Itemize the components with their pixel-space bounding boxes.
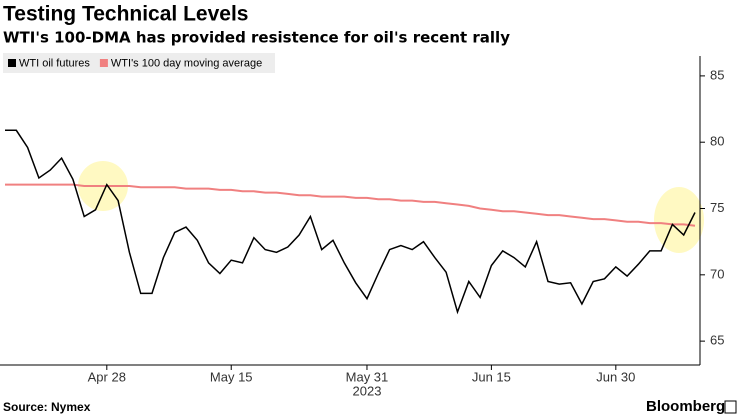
series-line [5, 183, 696, 227]
x-tick-label: Jun 30 [596, 369, 635, 384]
y-tick-label: 80 [710, 134, 724, 149]
brand-icon [724, 400, 737, 414]
series-line [5, 129, 696, 315]
chart-title: Testing Technical Levels [3, 3, 248, 26]
legend-label: WTI oil futures [19, 57, 90, 69]
x-year-label: 2023 [353, 383, 382, 398]
chart-subtitle: WTI's 100-DMA has provided resistence fo… [3, 29, 510, 47]
x-tick-label: May 15 [210, 369, 253, 384]
y-tick-label: 75 [710, 200, 724, 215]
x-tick-label: Apr 28 [88, 369, 126, 384]
x-tick-label: Jun 15 [472, 369, 511, 384]
legend-label: WTI's 100 day moving average [111, 57, 262, 69]
y-tick-label: 85 [710, 67, 724, 82]
brand: Bloomberg [646, 398, 725, 415]
highlight-circle [654, 187, 704, 253]
x-tick-label: May 31 [346, 369, 389, 384]
source: Source: Nymex [3, 400, 91, 414]
y-tick-label: 65 [710, 333, 724, 348]
y-tick-label: 70 [710, 266, 724, 281]
legend-swatch [8, 59, 16, 67]
legend-swatch [99, 59, 108, 67]
legend-box [3, 53, 275, 73]
